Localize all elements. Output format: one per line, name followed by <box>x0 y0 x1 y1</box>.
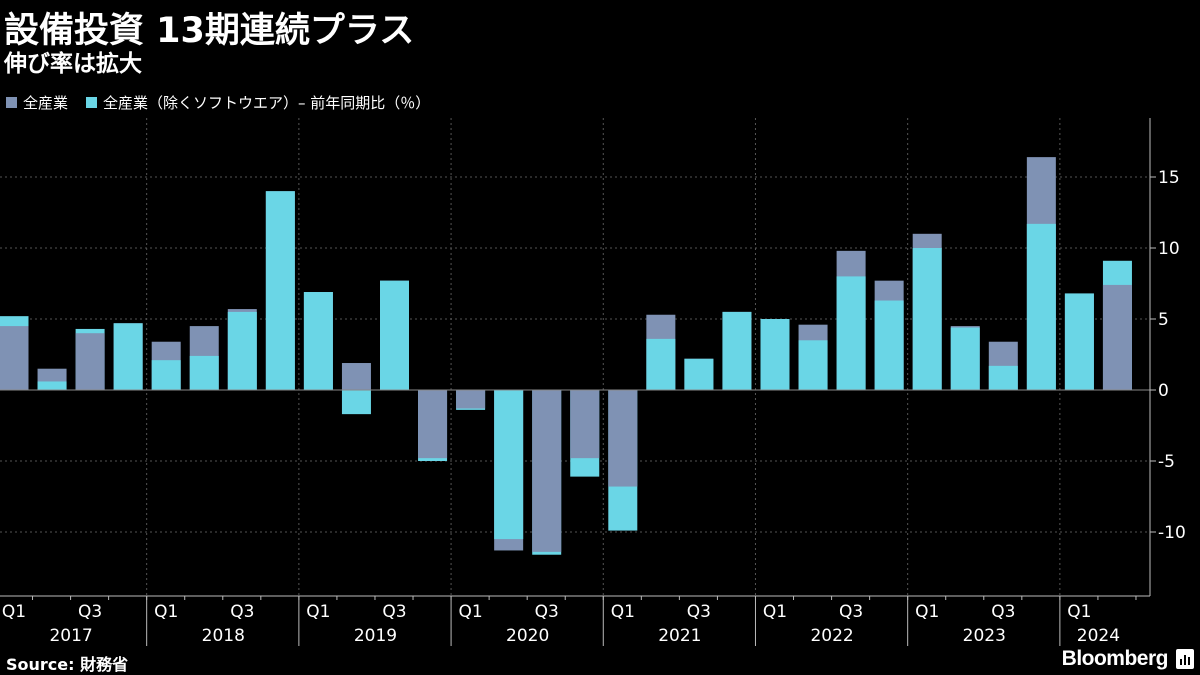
bar-excluding-software <box>760 319 790 390</box>
bar-excluding-software <box>988 365 1018 390</box>
year-label: 2023 <box>963 626 1006 646</box>
bar-excluding-software <box>912 248 942 390</box>
x-tick-label: Q1 <box>154 602 178 622</box>
bar-excluding-software <box>189 355 219 390</box>
bar-excluding-software <box>684 358 714 390</box>
bar-all-industries <box>456 390 486 409</box>
x-tick-label: Q1 <box>458 602 482 622</box>
x-tick-label: Q3 <box>78 602 102 622</box>
bar-excluding-software <box>380 280 409 390</box>
x-tick-label: Q3 <box>687 602 711 622</box>
x-tick-label: Q1 <box>611 602 635 622</box>
year-label: 2018 <box>202 626 245 646</box>
bar-all-industries <box>1102 284 1132 390</box>
bar-excluding-software <box>341 390 371 415</box>
bar-excluding-software <box>494 390 524 540</box>
y-tick-label: 15 <box>1158 168 1180 188</box>
source-note: Source: 財務省 <box>6 655 129 674</box>
y-tick-label: -10 <box>1158 523 1186 543</box>
bar-excluding-software <box>37 381 67 390</box>
year-label: 2021 <box>658 626 701 646</box>
chart-title: 設備投資 13期連続プラス <box>4 11 415 51</box>
legend-item-excluding-software: 全産業（除くソフトウエア）– 前年同期比（％） <box>86 92 430 113</box>
bar-all-industries <box>0 326 29 390</box>
bar-all-industries <box>341 363 371 390</box>
bloomberg-logo: Bloomberg <box>1061 647 1169 670</box>
bar-all-industries <box>570 390 600 459</box>
bar-all-industries <box>75 333 105 390</box>
y-tick-label: 0 <box>1158 381 1169 401</box>
chart-subtitle: 伸び率は拡大 <box>4 51 142 77</box>
y-tick-label: 5 <box>1158 310 1169 330</box>
x-tick-label: Q3 <box>382 602 406 622</box>
legend-item-all-industries: 全産業 <box>6 92 68 113</box>
bar-excluding-software <box>836 276 866 390</box>
legend: 全産業 全産業（除くソフトウエア）– 前年同期比（％） <box>6 92 448 113</box>
bar-excluding-software <box>265 191 295 390</box>
bloomberg-terminal-icon <box>1176 649 1194 669</box>
x-tick-label: Q3 <box>535 602 559 622</box>
bar-excluding-software <box>646 338 676 390</box>
bar-excluding-software <box>1026 223 1056 390</box>
bar-excluding-software <box>722 311 752 390</box>
bar-excluding-software <box>151 360 181 390</box>
legend-swatch-excluding-software <box>86 97 98 108</box>
y-tick-label: -5 <box>1158 452 1175 472</box>
bar-excluding-software <box>1064 293 1094 390</box>
year-label: 2024 <box>1077 626 1120 646</box>
year-label: 2020 <box>506 626 549 646</box>
year-label: 2019 <box>354 626 397 646</box>
x-tick-label: Q3 <box>839 602 863 622</box>
legend-label-all-industries: 全産業 <box>23 94 69 112</box>
x-tick-label: Q1 <box>2 602 26 622</box>
x-tick-label: Q1 <box>915 602 939 622</box>
bar-excluding-software <box>303 292 333 390</box>
x-tick-label: Q3 <box>991 602 1015 622</box>
year-label: 2022 <box>810 626 853 646</box>
x-tick-label: Q1 <box>306 602 330 622</box>
y-tick-label: 10 <box>1158 239 1180 259</box>
bar-excluding-software <box>874 300 904 390</box>
bar-all-industries <box>418 390 448 459</box>
legend-label-excluding-software: 全産業（除くソフトウエア）– 前年同期比（％） <box>103 94 431 112</box>
bar-excluding-software <box>798 340 828 390</box>
x-tick-label: Q1 <box>763 602 787 622</box>
bar-all-industries <box>608 390 638 487</box>
year-label: 2017 <box>49 626 92 646</box>
bar-excluding-software <box>227 311 257 390</box>
legend-swatch-all-industries <box>6 97 17 108</box>
bar-all-industries <box>532 390 562 552</box>
bar-excluding-software <box>950 327 980 390</box>
x-tick-label: Q1 <box>1067 602 1091 622</box>
bar-excluding-software <box>113 323 143 390</box>
x-tick-label: Q3 <box>230 602 254 622</box>
